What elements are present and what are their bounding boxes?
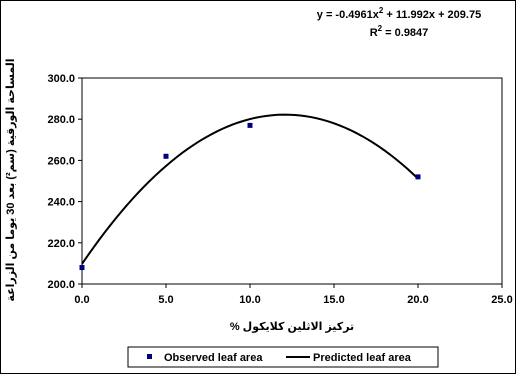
observed-leaf-area-series xyxy=(79,122,421,271)
x-tick-label: 5.0 xyxy=(158,294,173,306)
legend-label-predicted: Predicted leaf area xyxy=(313,352,412,364)
observed-data-point xyxy=(79,265,85,271)
y-axis-title: المساحة الورقية (سم²) بعد 30 يوما من الز… xyxy=(5,58,17,301)
x-axis-title: تركيز الاثلين كلايكول % xyxy=(230,321,354,333)
x-tick-label: 25.0 xyxy=(491,294,512,306)
y-tick-label: 220.0 xyxy=(47,238,75,250)
observed-data-point xyxy=(415,174,421,180)
legend-marker-observed xyxy=(147,354,152,359)
y-tick-label: 280.0 xyxy=(47,114,75,126)
legend: Observed leaf area Predicted leaf area xyxy=(127,346,439,368)
x-tick-label: 10.0 xyxy=(239,294,260,306)
y-tick-label: 300.0 xyxy=(47,73,75,85)
regression-equation: y = -0.4961x2 + 11.992x + 209.75 xyxy=(317,6,481,21)
r-squared-label: R2 = 0.9847 xyxy=(370,24,429,39)
observed-data-point xyxy=(163,153,169,159)
plot-area xyxy=(81,77,503,285)
y-tick-label: 200.0 xyxy=(47,279,75,291)
x-axis: 0.0 5.0 10.0 15.0 20.0 25.0 xyxy=(74,284,513,306)
legend-box xyxy=(127,346,439,368)
y-tick-label: 260.0 xyxy=(47,155,75,167)
predicted-leaf-area-line xyxy=(81,113,419,265)
y-tick-label: 240.0 xyxy=(47,197,75,209)
x-tick-label: 0.0 xyxy=(74,294,89,306)
x-tick-label: 20.0 xyxy=(407,294,428,306)
observed-data-point xyxy=(247,122,253,128)
y-axis: 200.0 220.0 240.0 260.0 280.0 300.0 xyxy=(47,73,82,291)
legend-label-observed: Observed leaf area xyxy=(164,352,263,364)
x-tick-label: 15.0 xyxy=(323,294,344,306)
